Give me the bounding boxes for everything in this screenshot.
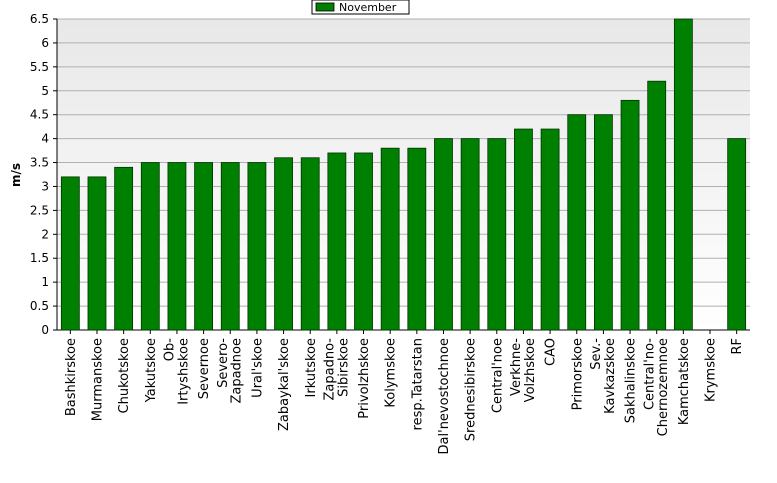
bar — [514, 128, 533, 331]
bar — [194, 162, 213, 331]
bar — [167, 162, 187, 331]
x-tick-label: Central'noe — [490, 338, 505, 413]
bar — [87, 176, 107, 331]
bar — [594, 114, 613, 331]
bar — [327, 152, 347, 331]
y-axis-label: m/s — [9, 163, 23, 187]
x-tick-label: Sakhalinskoe — [624, 338, 639, 423]
y-tick-label: 3.5 — [30, 156, 49, 170]
y-tick-label: 5 — [41, 84, 49, 98]
bar — [274, 157, 293, 331]
bar — [487, 138, 507, 331]
y-tick-label: 3 — [41, 179, 49, 193]
bar — [220, 162, 240, 331]
y-tick-label: 0.5 — [30, 299, 49, 313]
bar — [380, 147, 400, 331]
x-tick-label: Ob-Irtyshskoe — [163, 338, 192, 405]
x-tick-label: Chukotskoe — [117, 338, 132, 413]
x-tick-label: Central'no-Chernozemnoe — [642, 338, 671, 437]
x-tick-label: Yakutskoe — [144, 338, 159, 403]
bar — [140, 162, 160, 331]
legend-swatch — [315, 2, 335, 12]
plot-area — [57, 19, 750, 330]
bar — [114, 166, 134, 331]
x-tick-label: Ural'skoe — [250, 338, 265, 398]
x-tick-label: CAO — [544, 338, 559, 366]
bar — [354, 152, 373, 331]
y-tick-label: 5.5 — [30, 60, 49, 74]
x-tick-label: Dal'nevostochnoe — [437, 338, 452, 454]
x-tick-label: Murmanskoe — [91, 338, 106, 421]
x-tick-label: Krymskoe — [704, 338, 719, 402]
x-tick-label: Kamchatskoe — [677, 338, 692, 425]
y-tick-label: 0 — [41, 323, 49, 337]
y-tick-label: 4.5 — [30, 108, 49, 122]
legend-box — [311, 0, 410, 15]
y-tick-label: 6 — [41, 36, 49, 50]
x-tick-label: Primorskoe — [570, 338, 585, 410]
y-tick-label: 2.5 — [30, 203, 49, 217]
x-tick-label: Privolzhskoe — [357, 338, 372, 419]
bar — [460, 138, 480, 331]
bar — [567, 114, 587, 331]
x-tick-label: Irkutskoe — [304, 338, 319, 397]
x-tick-label: Zapadno-Sibirskoe — [323, 338, 352, 401]
bar — [673, 18, 693, 331]
x-tick-label: Sev.-Kavkazskoe — [589, 338, 618, 414]
y-tick-label: 1.5 — [30, 251, 49, 265]
y-tick-label: 2 — [41, 227, 49, 241]
bar — [727, 138, 747, 331]
bar — [434, 138, 453, 331]
x-tick-label: Zabaykal'skoe — [277, 338, 292, 431]
x-tick-label: Verkhne-Volzhskoe — [509, 338, 538, 403]
x-tick-label: Severnoe — [197, 338, 212, 399]
x-tick-label: resp.Tatarstan — [410, 338, 425, 430]
x-tick-label: Bashkirskoe — [64, 338, 79, 416]
x-tick-label: RF — [730, 338, 745, 355]
bar — [247, 162, 267, 331]
bar — [407, 147, 427, 331]
x-tick-label: Kolymskoe — [384, 338, 399, 408]
bar — [540, 128, 560, 331]
bar — [300, 157, 320, 331]
bar — [60, 176, 80, 331]
x-tick-label: Severo-Zapadnoe — [216, 338, 245, 404]
y-tick-label: 1 — [41, 275, 49, 289]
x-tick-label: Srednesibirskoe — [464, 338, 479, 441]
y-tick-label: 6.5 — [30, 12, 49, 26]
bar — [620, 99, 640, 331]
y-tick-label: 4 — [41, 132, 49, 146]
legend-label: November — [339, 1, 397, 14]
bar — [647, 80, 667, 331]
